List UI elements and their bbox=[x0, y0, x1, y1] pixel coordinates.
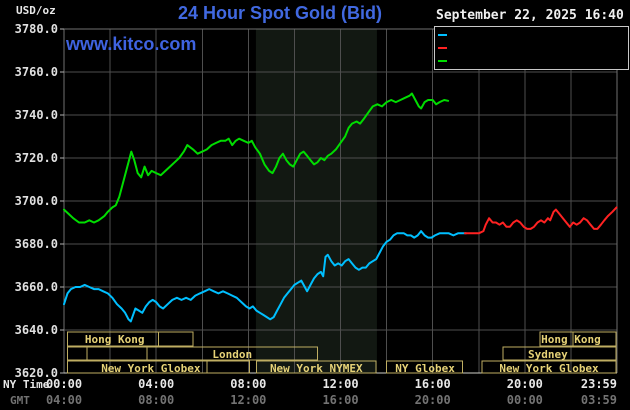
session-box-label: Sydney bbox=[528, 348, 568, 361]
x-tick-label: 04:00 bbox=[138, 377, 175, 391]
legend-item: Sep 19 NY close 3684.00 bbox=[435, 28, 628, 41]
kitco-watermark-link: www.kitco.com bbox=[66, 34, 197, 54]
session-box-label: New York Globex bbox=[101, 362, 201, 375]
y-tick-label: 3620.0 bbox=[14, 366, 58, 380]
x-tick-label: 00:00 bbox=[506, 393, 543, 407]
legend-item: Sep 21 Sunday bbox=[435, 41, 628, 54]
y-tick-label: 3680.0 bbox=[14, 237, 58, 251]
chart-datetime: September 22, 2025 16:40 bbox=[436, 8, 624, 23]
x-tick-label: 20:00 bbox=[506, 377, 543, 391]
x-tick-label: 16:00 bbox=[322, 393, 359, 407]
session-box-label: Hong Kong bbox=[541, 333, 601, 346]
session-box-label: London bbox=[212, 348, 253, 361]
legend-dash-icon bbox=[438, 59, 447, 62]
session-box-label: New York NYMEX bbox=[269, 362, 363, 375]
legend-item: Sep 22 Last 3746.60 bbox=[435, 54, 628, 67]
x-tick-label: 03:59 bbox=[580, 393, 617, 407]
y-tick-label: 3700.0 bbox=[14, 194, 58, 208]
legend-item-label: Sep 19 NY close 3684.00 bbox=[452, 27, 619, 41]
legend-item-label: Sep 21 Sunday bbox=[452, 40, 546, 54]
x-tick-label: 04:00 bbox=[45, 393, 83, 407]
y-tick-label: 3780.0 bbox=[14, 22, 58, 36]
chart-legend: Sep 19 NY close 3684.00 Sep 21 Sunday Se… bbox=[434, 26, 629, 70]
x-tick-label: 12:00 bbox=[322, 377, 359, 391]
y-tick-label: 3640.0 bbox=[14, 323, 58, 337]
legend-dash-icon bbox=[438, 33, 447, 36]
x-tick-label: 08:00 bbox=[138, 393, 175, 407]
y-tick-label: 3760.0 bbox=[14, 65, 58, 79]
session-box-label: New York Globex bbox=[499, 362, 599, 375]
y-tick-label: 3720.0 bbox=[14, 151, 58, 165]
session-box-label: NY Globex bbox=[395, 362, 455, 375]
x-axis-row-label: GMT bbox=[10, 394, 30, 407]
x-tick-label: 00:00 bbox=[45, 377, 83, 391]
x-tick-label: 12:00 bbox=[230, 393, 267, 407]
x-tick-label: 16:00 bbox=[414, 377, 451, 391]
x-tick-label: 20:00 bbox=[414, 393, 451, 407]
page-title: 24 Hour Spot Gold (Bid) bbox=[178, 3, 382, 23]
legend-item-label: Sep 22 Last 3746.60 bbox=[452, 53, 590, 67]
legend-dash-icon bbox=[438, 46, 447, 49]
x-tick-label: 23:59 bbox=[580, 377, 617, 391]
units-label: USD/oz bbox=[16, 4, 56, 17]
x-axis-row-label: NY Time bbox=[3, 378, 50, 391]
y-tick-label: 3740.0 bbox=[14, 108, 58, 122]
y-tick-label: 3660.0 bbox=[14, 280, 58, 294]
session-box-label: Hong Kong bbox=[84, 333, 145, 346]
x-tick-label: 08:00 bbox=[230, 377, 267, 391]
